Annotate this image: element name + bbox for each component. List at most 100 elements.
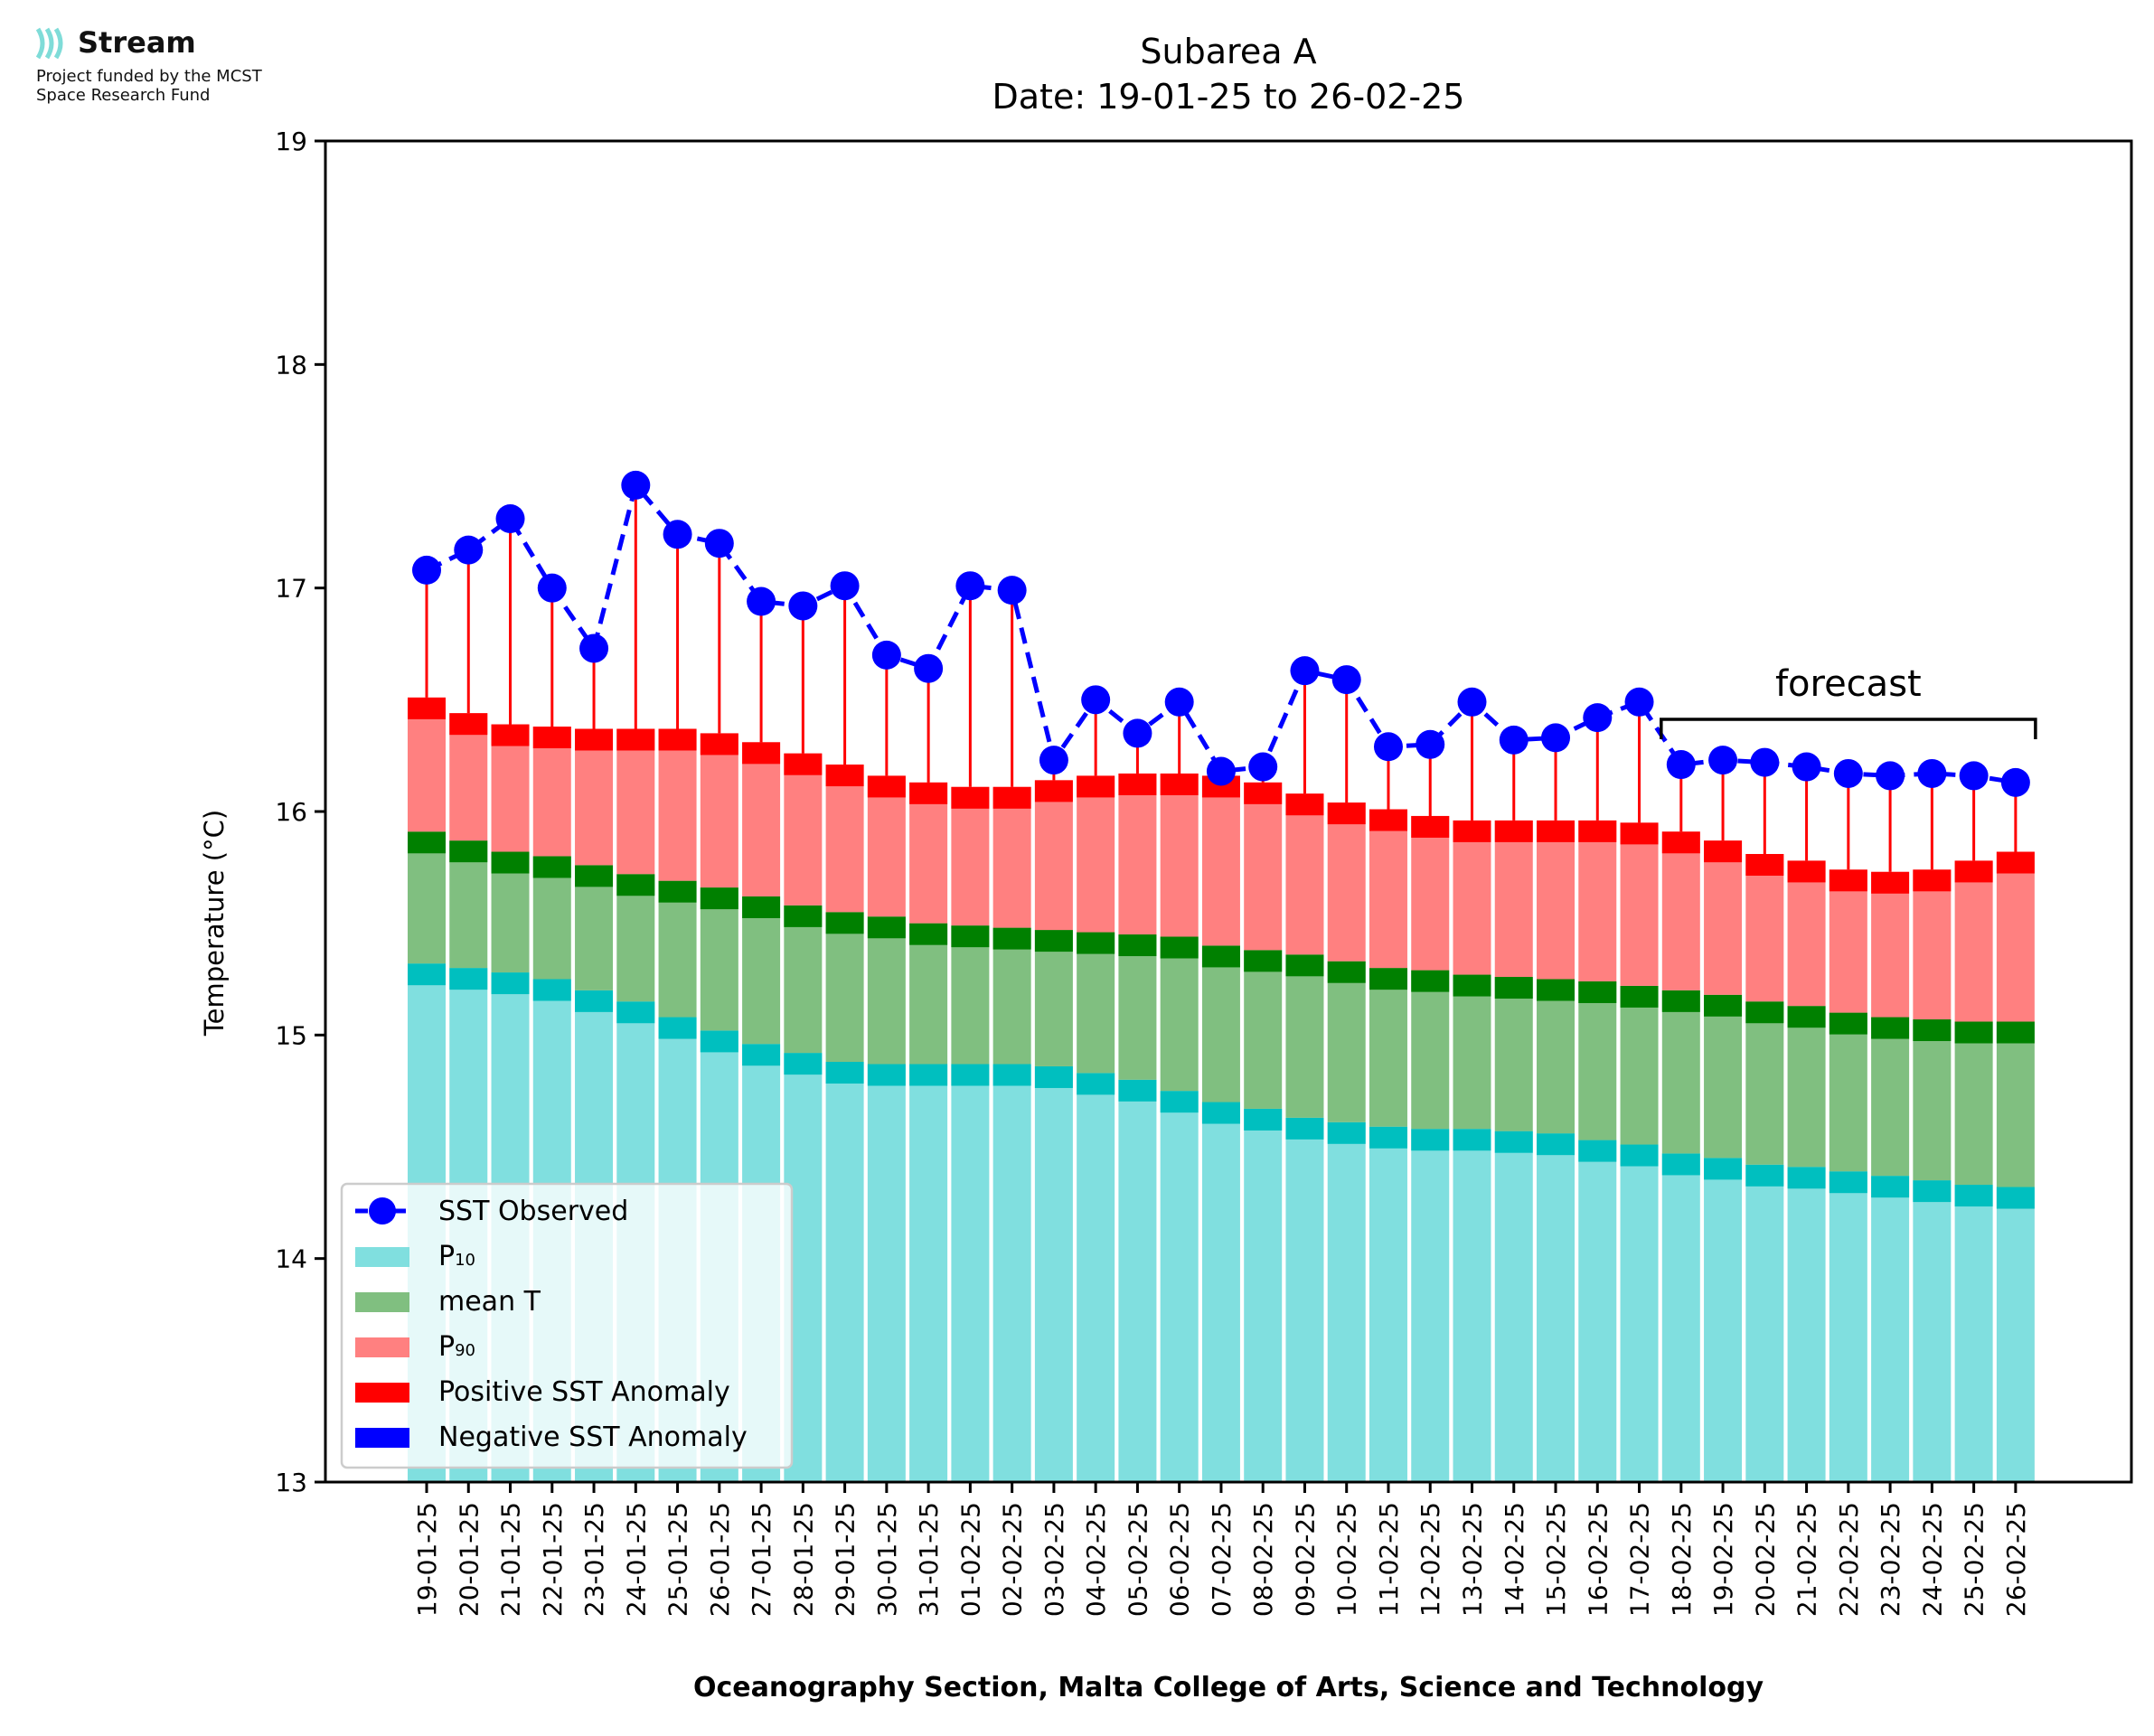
bar-p90 <box>1201 775 1240 946</box>
bar-p90-edge <box>700 733 738 755</box>
legend-item-sst-observed: SST Observed <box>355 1196 628 1227</box>
x-tick-label: 21-02-25 <box>1792 1502 1822 1617</box>
bar-p90 <box>1160 773 1199 937</box>
bar-p10-edge <box>951 1064 990 1086</box>
bar-p10 <box>1494 1131 1533 1482</box>
bar-p10 <box>1954 1185 1993 1482</box>
bar-p10-edge <box>1578 1140 1617 1162</box>
stream-waves-icon <box>35 27 63 60</box>
sst-observed-point <box>621 470 651 500</box>
legend-swatch-p90 <box>355 1337 409 1357</box>
legend: SST Observed P10 mean T P90 Positive SST… <box>340 1182 794 1469</box>
x-tick-label: 13-02-25 <box>1458 1502 1488 1617</box>
bar-mean <box>1244 950 1283 1109</box>
bar-mean <box>1620 985 1659 1145</box>
bar-mean <box>825 912 864 1063</box>
x-tick-label: 18-02-25 <box>1667 1502 1697 1617</box>
bar-group <box>1201 771 1243 1482</box>
bar-p90-edge <box>992 786 1031 809</box>
bar-p90 <box>867 775 906 917</box>
bar-p10-edge <box>658 1017 697 1039</box>
bar-p10 <box>1578 1140 1617 1482</box>
bar-p90 <box>1620 822 1659 986</box>
sst-observed-point <box>997 576 1027 605</box>
bar-p90-edge <box>1034 780 1073 802</box>
x-tick-label: 05-02-25 <box>1123 1502 1152 1617</box>
bar-p10-edge <box>1160 1091 1199 1113</box>
bar-p10-edge <box>700 1030 738 1053</box>
x-tick-label: 02-02-25 <box>998 1502 1028 1617</box>
bar-mean-edge <box>909 923 948 945</box>
x-tick-label: 28-01-25 <box>788 1502 818 1617</box>
x-tick-label: 30-01-25 <box>872 1502 902 1617</box>
sst-observed-point <box>1583 703 1613 733</box>
bar-mean-edge <box>1160 936 1199 959</box>
sst-observed-point <box>2000 767 2030 797</box>
bar-mean-edge <box>616 874 655 896</box>
legend-item-mean-t: mean T <box>355 1286 541 1318</box>
bar-p90-edge <box>1913 869 1952 892</box>
chart-subtitle: Date: 19-01-25 to 26-02-25 <box>992 77 1465 117</box>
bar-p10-edge <box>1537 1133 1576 1156</box>
bar-p10-edge <box>1787 1167 1826 1189</box>
bar-mean-edge <box>951 925 990 948</box>
legend-item-negative-anomaly: Negative SST Anomaly <box>355 1422 748 1453</box>
sst-observed-point <box>1164 687 1194 717</box>
bar-mean-edge <box>1913 1019 1952 1042</box>
bar-p90 <box>742 742 781 896</box>
bar-p90 <box>1369 809 1407 969</box>
bar-group <box>1787 766 1829 1482</box>
sst-observed-point <box>579 633 609 663</box>
sst-observed-point <box>1666 750 1696 780</box>
bar-p90-edge <box>532 727 571 749</box>
y-axis-label: Temperature (°C) <box>199 810 230 1037</box>
bar-mean-edge <box>408 831 446 854</box>
bar-mean-edge <box>1201 945 1240 968</box>
bar-mean-edge <box>1327 961 1366 983</box>
bar-p10-edge <box>1871 1176 1910 1198</box>
bar-p10-edge <box>1369 1126 1407 1149</box>
legend-item-p90: P90 <box>355 1331 475 1363</box>
y-tick-label: 17 <box>275 574 307 604</box>
bar-p10-edge <box>532 979 571 1001</box>
bar-p90-edge <box>616 728 655 751</box>
chart-title: Subarea A <box>1140 32 1316 71</box>
legend-label-p90-main: P <box>438 1331 455 1363</box>
sst-observed-point <box>914 653 944 683</box>
sst-observed-point <box>1876 761 1905 791</box>
bar-mean-edge <box>491 851 530 874</box>
bar-group <box>1494 739 1536 1482</box>
bar-p90-edge <box>1244 782 1283 804</box>
bar-p90 <box>909 782 948 924</box>
sst-observed-point <box>1541 723 1571 753</box>
bar-p10-edge <box>449 968 488 990</box>
bar-mean-edge <box>825 912 864 934</box>
logo: Stream Project funded by the MCST Space … <box>33 22 340 121</box>
bar-group <box>909 668 951 1482</box>
bar-p10 <box>1704 1158 1743 1482</box>
bar-p10-edge <box>1745 1164 1784 1187</box>
bar-group <box>1871 775 1913 1482</box>
bar-p10-edge <box>1494 1131 1533 1153</box>
bar-p10 <box>1829 1171 1867 1482</box>
x-tick-label: 09-02-25 <box>1290 1502 1320 1617</box>
bar-p90 <box>1661 831 1700 990</box>
x-tick-label: 20-02-25 <box>1750 1502 1780 1617</box>
bar-mean <box>1537 979 1576 1134</box>
x-tick-label: 01-02-25 <box>955 1502 985 1617</box>
bar-mean-edge <box>992 927 1031 950</box>
sst-observed-point <box>704 529 734 558</box>
sst-observed-point <box>1039 746 1068 775</box>
bar-p10 <box>1201 1102 1240 1482</box>
bar-p90 <box>1787 860 1826 1007</box>
x-tick-label: 17-02-25 <box>1625 1502 1655 1617</box>
bar-p90 <box>1285 793 1324 955</box>
bar-group <box>867 654 908 1482</box>
bar-mean-edge <box>1369 968 1407 990</box>
bar-mean-edge <box>1704 994 1743 1017</box>
x-axis: 19-01-25 20-01-25 21-01-25 22-01-25 23-01-25… <box>412 1482 2031 1617</box>
bar-group <box>1954 775 1996 1482</box>
bar-p90 <box>1327 802 1366 962</box>
bar-p90-edge <box>408 697 446 719</box>
bar-p90 <box>1077 775 1115 933</box>
